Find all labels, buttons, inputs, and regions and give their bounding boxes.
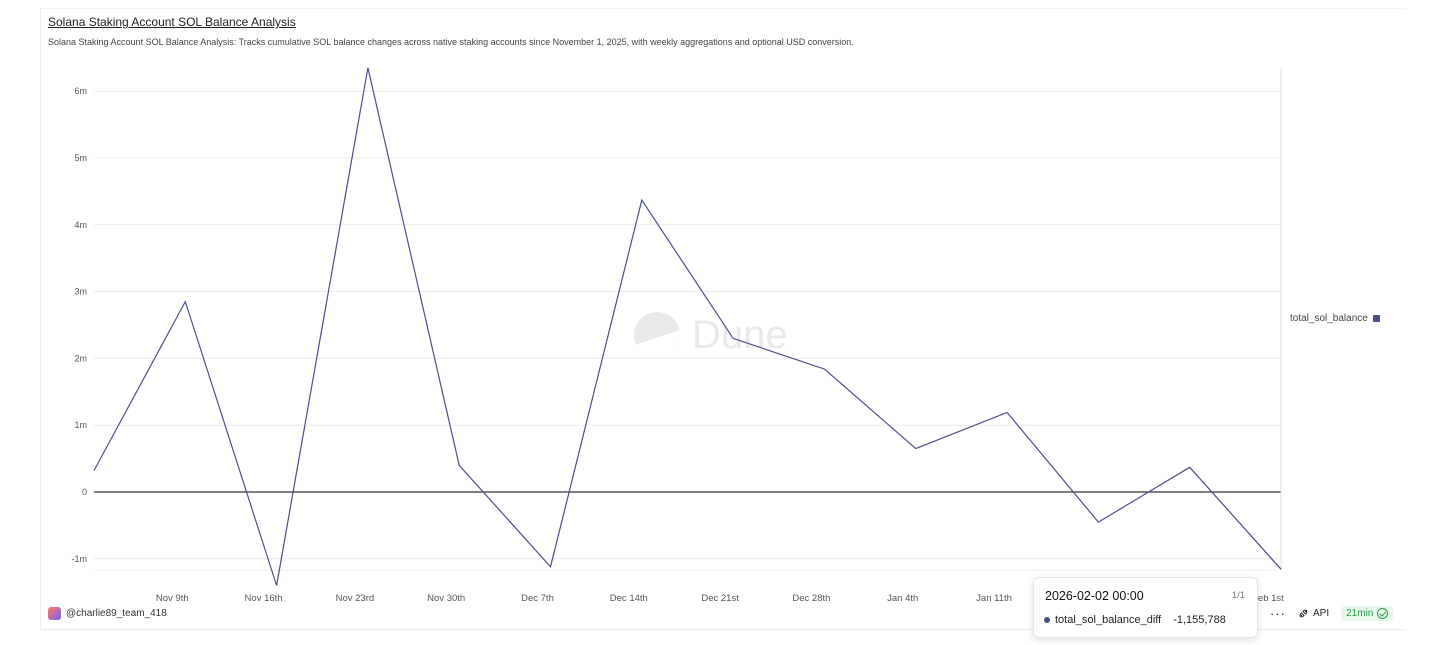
data-point[interactable] xyxy=(1278,566,1284,572)
tooltip-series-label: total_sol_balance_diff xyxy=(1055,614,1162,626)
legend-label: total_sol_balance xyxy=(1290,313,1368,324)
data-point[interactable] xyxy=(365,65,371,71)
avatar xyxy=(48,607,61,620)
data-point[interactable] xyxy=(274,583,280,589)
plug-icon xyxy=(1299,609,1308,618)
hover-tooltip: 2026-02-02 00:00 1/1 total_sol_balance_d… xyxy=(1033,577,1258,638)
y-tick-label: 6m xyxy=(74,86,87,96)
chart-card xyxy=(40,8,1406,630)
tooltip-page: 1/1 xyxy=(1231,590,1245,601)
x-tick-label: Nov 16th xyxy=(245,593,283,604)
y-tick-label: 3m xyxy=(74,287,87,297)
chart-subtitle: Solana Staking Account SOL Balance Analy… xyxy=(48,37,854,47)
series-dot-icon xyxy=(1044,617,1050,623)
data-point[interactable] xyxy=(1095,519,1101,525)
api-label: API xyxy=(1313,608,1330,619)
data-point[interactable] xyxy=(1004,410,1010,416)
y-tick-label: 2m xyxy=(74,353,87,363)
dune-watermark: Dune xyxy=(634,312,788,358)
tooltip-time: 2026-02-02 00:00 xyxy=(1045,589,1144,603)
data-point[interactable] xyxy=(913,446,919,452)
watermark-text: Dune xyxy=(692,312,788,357)
x-tick-label: Dec 28th xyxy=(792,593,830,604)
tooltip-row: total_sol_balance_diff -1,155,788 xyxy=(1044,614,1226,626)
y-tick-label: 4m xyxy=(74,220,87,230)
chart-toolbar: ··· API 21min xyxy=(1270,606,1394,621)
x-tick-label: Jan 4th xyxy=(887,593,918,604)
x-tick-label: Dec 14th xyxy=(610,593,648,604)
y-tick-label: -1m xyxy=(72,554,88,564)
x-tick-label: Nov 9th xyxy=(156,593,189,604)
y-tick-label: 1m xyxy=(74,420,87,430)
x-tick-label: Jan 11th xyxy=(976,593,1012,604)
y-axis-ticks: 6m 5m 4m 3m 2m 1m 0 -1m xyxy=(72,86,88,564)
refresh-status-badge[interactable]: 21min xyxy=(1341,606,1394,621)
data-point[interactable] xyxy=(639,197,645,203)
data-point[interactable] xyxy=(1187,464,1193,470)
y-tick-label: 0 xyxy=(82,487,87,497)
legend[interactable]: total_sol_balance xyxy=(1290,313,1380,324)
tooltip-value: -1,155,788 xyxy=(1173,614,1226,626)
data-point[interactable] xyxy=(821,366,827,372)
author[interactable]: @charlie89_team_418 xyxy=(48,607,167,620)
refresh-time: 21min xyxy=(1346,608,1374,619)
legend-swatch xyxy=(1372,315,1380,322)
x-tick-label: Feb 1st xyxy=(1252,593,1284,604)
data-point[interactable] xyxy=(91,468,97,474)
grid-lines xyxy=(94,90,1281,571)
x-tick-label: Dec 7th xyxy=(521,593,554,604)
series-line-total-sol-balance[interactable] xyxy=(93,67,1282,586)
y-tick-label: 5m xyxy=(74,153,87,163)
check-circle-icon xyxy=(1377,608,1389,619)
x-tick-label: Nov 23rd xyxy=(336,593,375,604)
data-point[interactable] xyxy=(456,462,462,468)
x-tick-label: Nov 30th xyxy=(427,593,465,604)
more-options-button[interactable]: ··· xyxy=(1270,606,1286,621)
data-point[interactable] xyxy=(548,564,554,570)
dune-logo-icon xyxy=(634,312,680,358)
api-button[interactable]: API xyxy=(1298,608,1329,619)
data-point[interactable] xyxy=(182,299,188,305)
chart-title[interactable]: Solana Staking Account SOL Balance Analy… xyxy=(48,15,296,29)
x-tick-label: Dec 21st xyxy=(701,593,739,604)
author-name: @charlie89_team_418 xyxy=(66,608,167,619)
